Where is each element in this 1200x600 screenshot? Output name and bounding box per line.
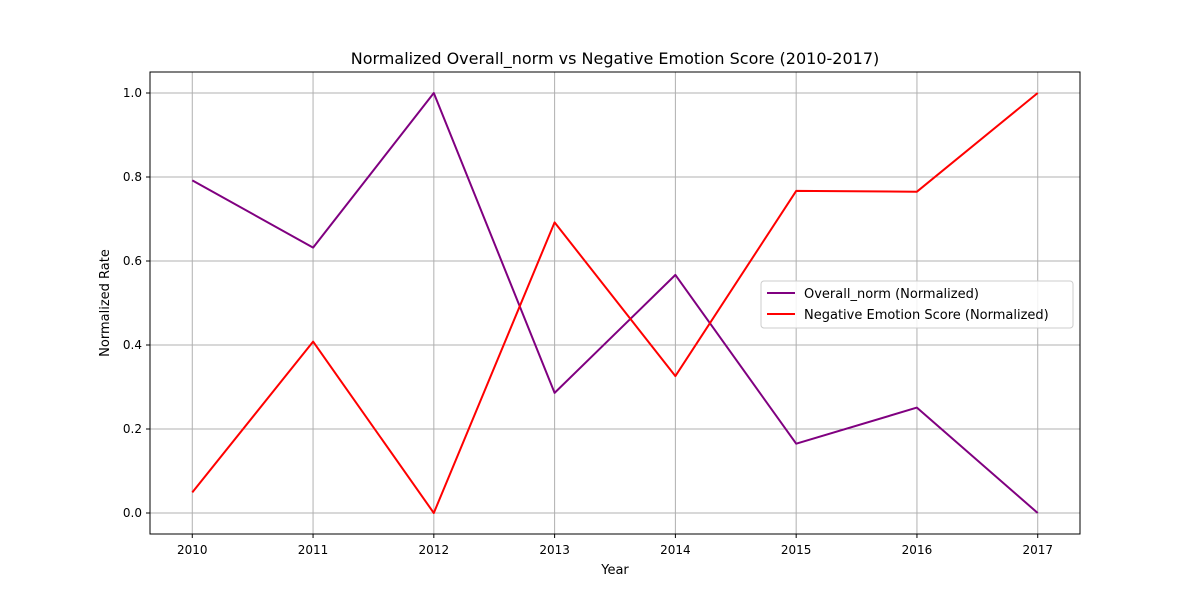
legend-entry: Negative Emotion Score (Normalized) — [804, 308, 1049, 323]
y-tick-label: 0.8 — [123, 170, 142, 184]
axis-ticks: 2010 2011 2012 2013 2014 2015 2016 2017 0.0 0.2 0.… — [123, 86, 1053, 557]
legend-entry: Overall_norm (Normalized) — [804, 287, 979, 302]
series-lines — [191, 92, 1039, 514]
y-tick-label: 0.4 — [123, 338, 142, 352]
plot-frame — [149, 71, 1081, 535]
y-tick-label: 0.0 — [123, 506, 142, 520]
x-tick-label: 2017 — [1022, 543, 1053, 557]
x-tick-label: 2015 — [781, 543, 812, 557]
chart-title: Normalized Overall_norm vs Negative Emot… — [351, 49, 880, 69]
x-tick-label: 2010 — [177, 543, 208, 557]
series-line-negative-emotion — [191, 92, 1039, 514]
y-tick-label: 0.2 — [123, 422, 142, 436]
x-tick-label: 2014 — [660, 543, 691, 557]
x-axis-label: Year — [600, 563, 629, 578]
y-tick-label: 0.6 — [123, 254, 142, 268]
series-line-overall-norm — [191, 92, 1039, 514]
y-axis-label: Normalized Rate — [98, 249, 113, 357]
legend: Overall_norm (Normalized) Negative Emotio… — [760, 280, 1074, 329]
x-tick-label: 2012 — [419, 543, 450, 557]
x-tick-label: 2013 — [539, 543, 570, 557]
x-tick-label: 2011 — [298, 543, 329, 557]
y-tick-label: 1.0 — [123, 86, 142, 100]
x-tick-label: 2016 — [902, 543, 933, 557]
legend-box — [760, 280, 1074, 329]
